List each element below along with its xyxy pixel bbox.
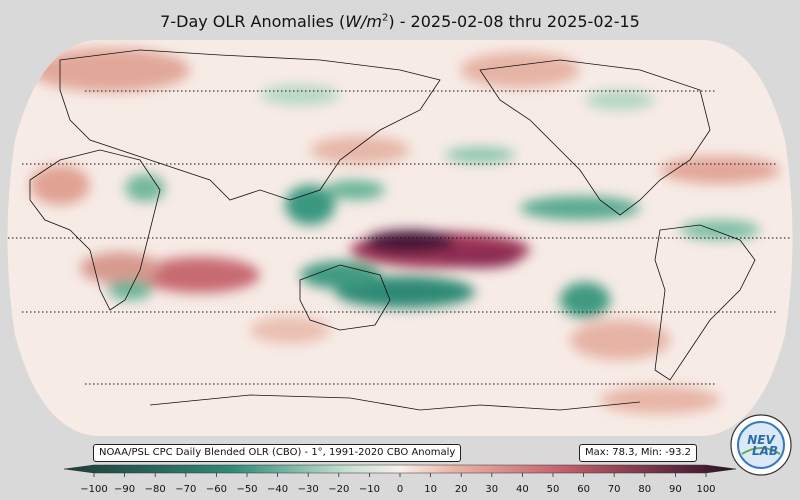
colorbar-tick-label: −70	[175, 484, 197, 495]
title-unit-exponent: 2	[381, 12, 389, 24]
colorbar-tick-label: −60	[205, 484, 227, 495]
anomaly-blob	[585, 90, 655, 110]
anomaly-blob	[125, 174, 165, 202]
anomaly-blob	[365, 230, 455, 254]
anomaly-blob	[310, 136, 410, 164]
colorbar-tick-label: 40	[516, 484, 529, 495]
colorbar-tick-label: 20	[454, 484, 468, 495]
colorbar-tick-label: 50	[546, 484, 560, 495]
anomaly-blob	[30, 165, 90, 205]
logo-globe-icon	[737, 421, 785, 469]
colorbar-tick-label: 30	[485, 484, 499, 495]
logo-text-top: NEV	[747, 433, 776, 447]
anomaly-blob	[250, 316, 330, 344]
nev-lab-logo: NEV LAB	[730, 414, 792, 476]
title-prefix: 7-Day OLR Anomalies (	[160, 12, 346, 31]
max-min-label: Max: 78.3, Min: -93.2	[579, 444, 698, 462]
colorbar-tick-label: 80	[638, 484, 652, 495]
anomaly-blob	[285, 185, 335, 225]
colorbar-tick-label: −40	[267, 484, 289, 495]
chart-title: 7-Day OLR Anomalies (W/m2) - 2025-02-08 …	[0, 12, 800, 31]
colorbar-tick-label: −20	[328, 484, 350, 495]
logo-wave-icon	[741, 447, 781, 455]
colorbar-tick-label: −100	[80, 484, 108, 495]
title-suffix: ) - 2025-02-08 thru 2025-02-15	[388, 12, 640, 31]
colorbar-tick-label: −10	[358, 484, 380, 495]
colorbar-tick-label: 70	[607, 484, 621, 495]
colorbar-tick-label: −30	[297, 484, 319, 495]
anomaly-blob	[600, 386, 720, 414]
colorbar-tick-label: 100	[696, 484, 716, 495]
anomaly-blob	[300, 261, 380, 289]
anomaly-blob	[445, 147, 515, 163]
colorbar-tick-label: −50	[236, 484, 258, 495]
anomaly-blob	[325, 180, 385, 200]
antarctica-coast	[149, 394, 641, 411]
north-america-coast	[479, 59, 711, 216]
colorbar-tick-label: 60	[577, 484, 590, 495]
anomaly-blob	[140, 257, 260, 293]
colorbar-tick-label: −80	[144, 484, 166, 495]
title-unit: W/m	[345, 12, 382, 31]
anomaly-blob	[80, 252, 160, 284]
data-source-label: NOAA/PSL CPC Daily Blended OLR (CBO) - 1…	[93, 444, 462, 462]
coastlines	[29, 49, 756, 411]
eurasia-coast	[59, 49, 441, 201]
anomaly-blob	[520, 196, 640, 220]
anomaly-blob	[440, 248, 520, 268]
anomaly-blob	[560, 282, 610, 318]
africa-coast	[29, 149, 161, 311]
anomaly-blob	[260, 85, 340, 105]
south-america-coast	[654, 224, 756, 381]
logo-text-bottom: LAB	[752, 444, 778, 458]
colorbar-tickmarks	[93, 473, 707, 477]
colorbar-tick-label: 90	[669, 484, 682, 495]
anomaly-blob	[570, 320, 670, 360]
colorbar-tick-label: −90	[114, 484, 136, 495]
latitude-lines	[8, 90, 792, 385]
anomaly-blob	[660, 156, 780, 184]
australia-coast	[299, 264, 391, 331]
colorbar-gradient	[63, 464, 737, 474]
colorbar-tick-label: 0	[396, 484, 404, 495]
colorbar-tick-label: 10	[424, 484, 437, 495]
